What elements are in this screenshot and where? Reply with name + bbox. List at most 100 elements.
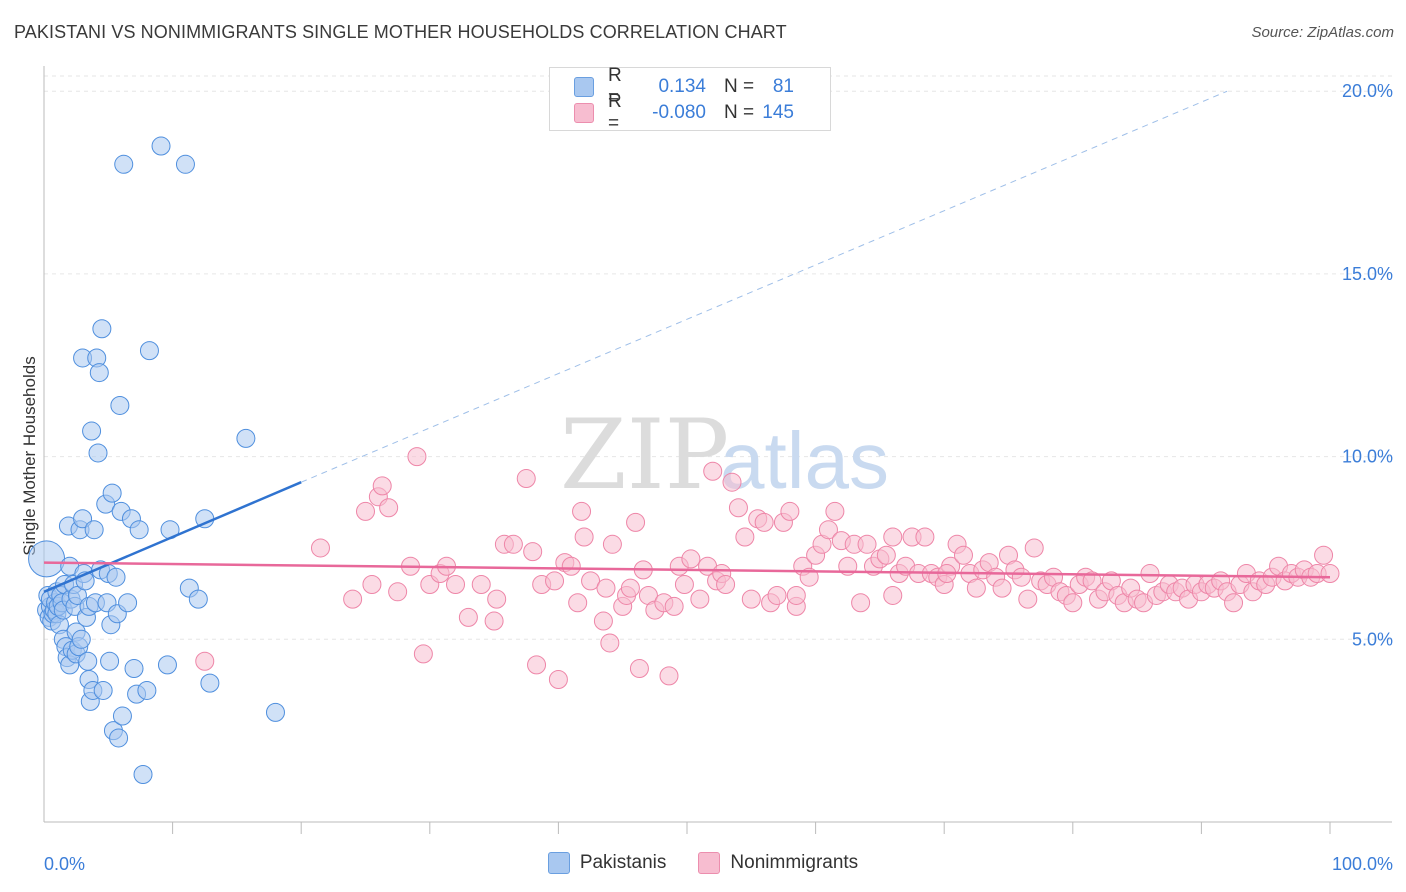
nonimmigrant-point (545, 571, 565, 591)
correlation-legend: R = 0.134 N = 81 R = -0.080 N = 145 (549, 65, 831, 134)
nonimmigrant-point (388, 582, 408, 602)
chart-title: PAKISTANI VS NONIMMIGRANTS SINGLE MOTHER… (14, 22, 787, 42)
nonimmigrant-point (1320, 564, 1340, 584)
nonimmigrant-point (574, 527, 594, 547)
y-tick-label: 15.0% (1342, 264, 1393, 284)
nonimmigrant-point (754, 512, 774, 532)
pakistani-point (133, 765, 153, 784)
pakistani-point (102, 483, 122, 503)
nonimmigrant-point (664, 596, 684, 616)
nonimmigrant-point (407, 447, 427, 467)
nonimmigrant-point (561, 556, 581, 576)
nonimmigrant-point (681, 549, 701, 569)
nonimmigrant-point (992, 578, 1012, 598)
pakistani-point (124, 659, 144, 679)
legend-r-value: -0.080 (652, 102, 706, 123)
nonimmigrant-point (568, 593, 588, 613)
y-tick-label: 20.0% (1342, 81, 1393, 101)
nonimmigrant-point (310, 538, 330, 558)
pakistani-point (92, 319, 112, 339)
pakistani-point (157, 655, 177, 675)
nonimmigrant-point (602, 534, 622, 554)
nonimmigrant-point (372, 476, 392, 496)
nonimmigrant-point (1082, 571, 1102, 591)
pakistani-point (89, 363, 109, 383)
nonimmigrant-point (883, 585, 903, 605)
series-label-pakistanis: Pakistanis (579, 852, 667, 873)
pakistani-point (71, 629, 91, 649)
nonimmigrant-point (728, 498, 748, 518)
nonimmigrant-point (786, 585, 806, 605)
nonimmigrant-point (780, 501, 800, 521)
legend-r-label: R = (608, 65, 622, 108)
nonimmigrant-point (716, 575, 736, 594)
nonimmigrant-point (1140, 564, 1160, 584)
x-tick-label-min: 0.0% (44, 854, 85, 874)
nonimmigrant-point (548, 670, 568, 689)
nonimmigrant-point (674, 575, 694, 594)
nonimmigrant-point (818, 520, 838, 540)
nonimmigrant-point (593, 611, 613, 631)
nonimmigrant-point (659, 666, 679, 686)
legend-swatch-pakistanis (574, 77, 594, 97)
x-tick-label-max: 100.0% (1332, 854, 1393, 874)
pakistani-point (88, 443, 108, 463)
legend-row-pakistanis: R = 0.134 N = 81 (574, 65, 794, 108)
nonimmigrant-point (458, 607, 478, 627)
watermark-zip: ZIP (560, 399, 729, 511)
nonimmigrant-point (343, 589, 363, 609)
pakistani-point (188, 589, 208, 609)
nonimmigrant-point (596, 578, 616, 598)
nonimmigrant-point (471, 575, 491, 594)
pakistani-point (112, 706, 132, 726)
series-legend: Pakistanis Nonimmigrants (0, 852, 1406, 874)
legend-swatch-nonimmigrants (574, 103, 594, 123)
pakistani-point (151, 136, 171, 156)
legend-r-value: 0.134 (658, 76, 706, 97)
source-label: Source: ZipAtlas.com (1251, 24, 1394, 41)
nonimmigrant-point (851, 593, 871, 613)
nonimmigrant-point (690, 589, 710, 609)
pakistani-point (28, 540, 66, 578)
nonimmigrant-point (503, 534, 523, 554)
pakistani-trend-extension (301, 90, 1228, 483)
pakistani-point (129, 520, 149, 540)
nonimmigrant-point (629, 659, 649, 679)
nonimmigrant-point (1314, 545, 1334, 565)
nonimmigrant-point (446, 575, 466, 594)
nonimmigrant-trend-line (43, 561, 1331, 579)
pakistani-point (78, 651, 98, 671)
nonimmigrant-point (735, 527, 755, 547)
nonimmigrant-point (799, 567, 819, 587)
nonimmigrant-point (484, 611, 504, 631)
nonimmigrant-point (767, 585, 787, 605)
nonimmigrant-point (626, 512, 646, 532)
nonimmigrant-point (1063, 593, 1083, 613)
series-label-nonimmigrants: Nonimmigrants (730, 852, 859, 873)
nonimmigrant-point (1011, 567, 1031, 587)
pakistani-point (109, 728, 129, 748)
legend-n-value: 81 (772, 76, 794, 97)
nonimmigrant-point (362, 575, 382, 594)
nonimmigrant-point (516, 469, 536, 489)
pakistani-point (236, 428, 256, 448)
pakistani-point (114, 154, 134, 174)
pakistani-point (73, 509, 93, 529)
nonimmigrant-point (413, 644, 433, 664)
nonimmigrant-point (703, 461, 723, 481)
legend-n-label: N = (724, 76, 755, 97)
pakistani-point (100, 651, 120, 671)
nonimmigrant-point (825, 501, 845, 521)
nonimmigrant-point (527, 655, 547, 675)
pakistani-point (137, 680, 157, 700)
nonimmigrant-point (356, 501, 375, 521)
nonimmigrant-point (741, 589, 761, 609)
nonimmigrant-point (487, 589, 507, 609)
legend-n-value: 145 (762, 102, 794, 123)
nonimmigrant-point (195, 651, 215, 671)
pakistani-point (265, 702, 285, 722)
nonimmigrant-point (883, 527, 903, 547)
nonimmigrant-point (857, 534, 877, 554)
pakistani-point (67, 585, 87, 605)
pakistani-point (118, 593, 138, 613)
